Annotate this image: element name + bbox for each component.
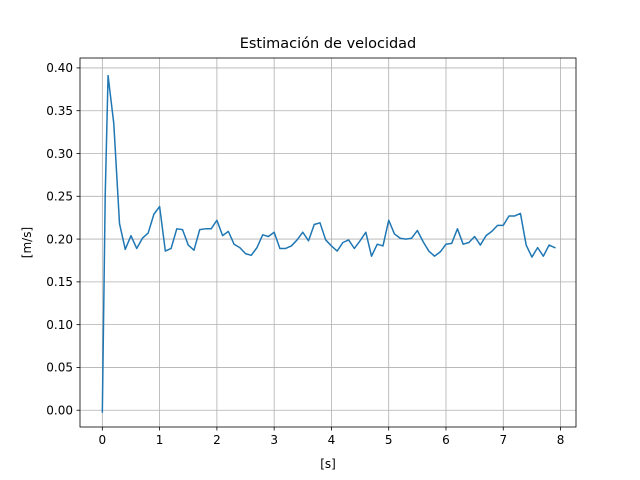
x-tick-label: 4 <box>328 433 336 447</box>
x-tick-label: 6 <box>442 433 450 447</box>
x-tick-label: 8 <box>557 433 565 447</box>
y-tick-label: 0.05 <box>46 361 73 375</box>
y-tick-label: 0.30 <box>46 147 73 161</box>
plot-frame <box>79 57 577 428</box>
y-tick-label: 0.10 <box>46 318 73 332</box>
x-axis-ticks: 0 1 2 3 4 5 6 7 8 <box>99 427 565 447</box>
x-tick-label: 5 <box>385 433 393 447</box>
x-tick-label: 0 <box>99 433 107 447</box>
y-tick-label: 0.15 <box>46 275 73 289</box>
y-tick-label: 0.20 <box>46 232 73 246</box>
y-tick-label: 0.35 <box>46 104 73 118</box>
x-tick-label: 7 <box>499 433 507 447</box>
series-layer <box>101 74 556 413</box>
y-axis-label: [m/s] <box>20 227 34 258</box>
grid-lines <box>80 58 576 427</box>
x-tick-label: 3 <box>270 433 278 447</box>
y-tick-label: 0.40 <box>46 61 73 75</box>
x-tick-label: 2 <box>213 433 221 447</box>
x-axis-label: [s] <box>320 457 336 471</box>
series-line <box>101 74 556 413</box>
y-tick-label: 0.25 <box>46 190 73 204</box>
chart-title: Estimación de velocidad <box>240 36 417 52</box>
y-axis-ticks: 0.00 0.05 0.10 0.15 0.20 0.25 0.30 0.35 0.40 <box>46 61 80 418</box>
y-tick-label: 0.00 <box>46 404 73 418</box>
x-tick-label: 1 <box>156 433 164 447</box>
